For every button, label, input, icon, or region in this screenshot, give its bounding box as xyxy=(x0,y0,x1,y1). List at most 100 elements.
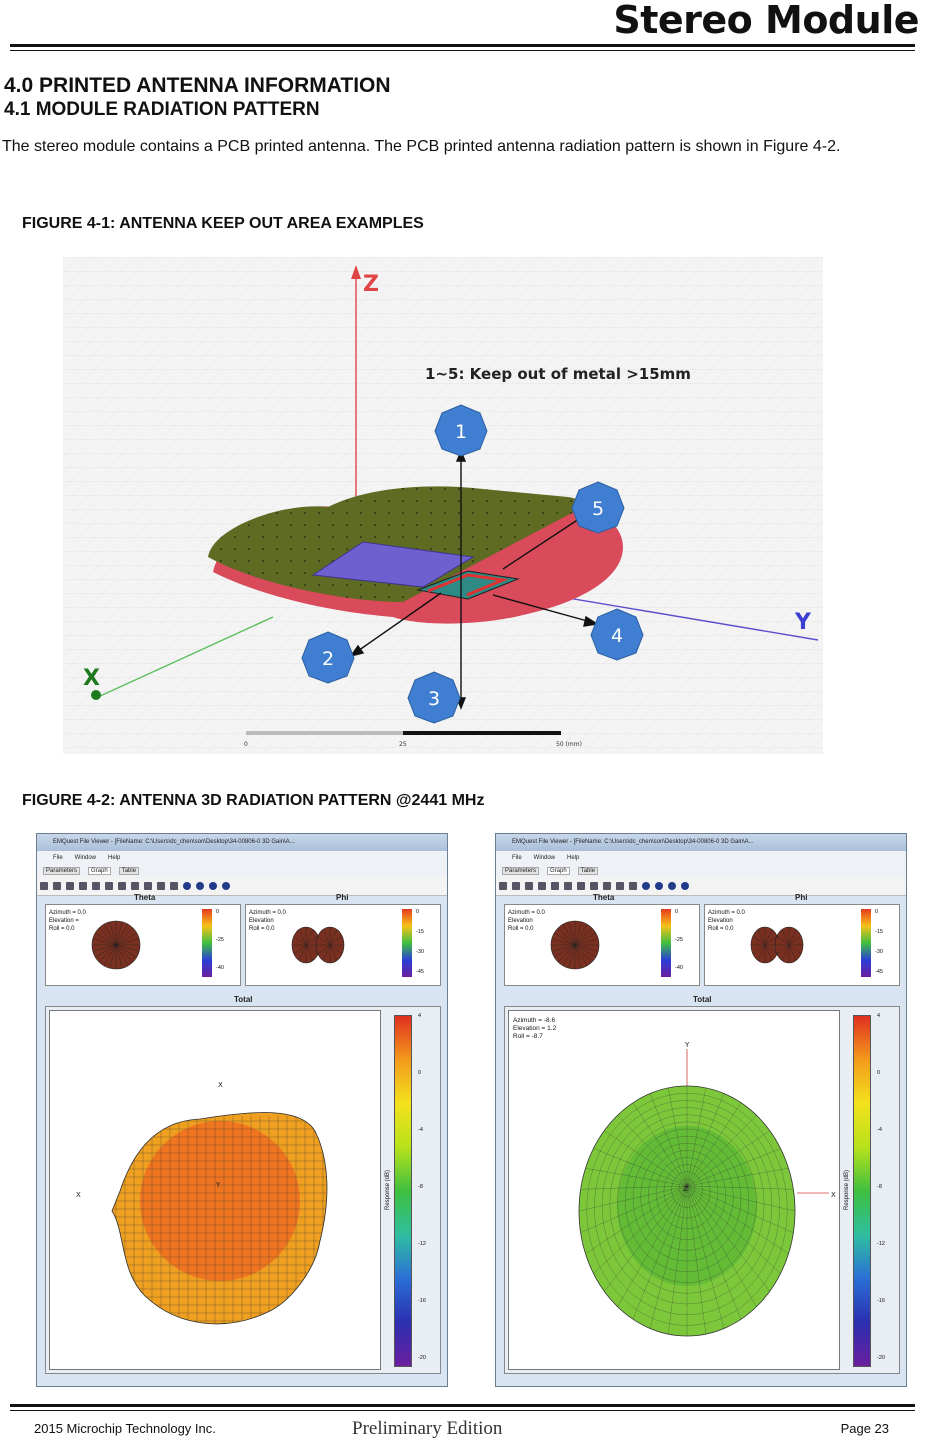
toolbar-tool-icon[interactable] xyxy=(681,882,689,890)
section-subheading: 4.1 MODULE RADIATION PATTERN xyxy=(4,99,320,120)
theta-scale-label: 0 xyxy=(675,909,679,915)
menu-item-window[interactable]: Window xyxy=(74,855,97,861)
toolbar-tool-icon[interactable] xyxy=(655,882,663,890)
phi-readout: Azimuth = 0.0 Elevation Roll = 0.0 xyxy=(708,910,745,932)
total-scale-label: -4 xyxy=(418,1127,423,1133)
marker-2-badge xyxy=(301,631,355,684)
toolbar-tool-icon[interactable] xyxy=(53,882,61,890)
toolbar-tool-icon[interactable] xyxy=(92,882,100,890)
pattern-axis-label: X xyxy=(76,1191,81,1199)
keepout-arrow-5 xyxy=(502,514,586,570)
tab-parameters[interactable]: Parameters xyxy=(43,867,81,875)
menu-item-window[interactable]: Window xyxy=(533,855,556,861)
toolbar-tool-icon[interactable] xyxy=(499,882,507,890)
keepout-arrow-2 xyxy=(354,592,442,654)
pattern-axis-label: X xyxy=(218,1081,223,1089)
total-scale-label: -8 xyxy=(418,1184,423,1190)
toolbar-tool-icon[interactable] xyxy=(603,882,611,890)
tab-parameters[interactable]: Parameters xyxy=(502,867,540,875)
antenna-trace xyxy=(427,573,509,597)
header-rule-thin xyxy=(10,50,915,51)
total-label: Total xyxy=(234,995,253,1004)
toolbar-tool-icon[interactable] xyxy=(105,882,113,890)
toolbar-tool-icon[interactable] xyxy=(183,882,191,890)
theta-panel: Theta Azimuth = 0.0 Elevation = Roll = 0.… xyxy=(45,893,241,986)
toolbar-tool-icon[interactable] xyxy=(196,882,204,890)
figure2-caption: FIGURE 4-2: ANTENNA 3D RADIATION PATTERN… xyxy=(22,792,485,809)
marker-3-label: 3 xyxy=(428,688,440,710)
total-scale-label: 0 xyxy=(877,1070,881,1076)
toolbar-tool-icon[interactable] xyxy=(551,882,559,890)
theta-scale-label: -25 xyxy=(216,937,224,943)
toolbar-tool-icon[interactable] xyxy=(564,882,572,890)
total-plot-area: Azimuth = -8.6 Elevation = 1.2 Roll = -8… xyxy=(508,1010,840,1370)
toolbar-tool-icon[interactable] xyxy=(629,882,637,890)
toolbar-tool-icon[interactable] xyxy=(642,882,650,890)
phi-scale-label: 0 xyxy=(875,909,879,915)
toolbar-tool-icon[interactable] xyxy=(209,882,217,890)
tab-graph[interactable]: Graph xyxy=(547,867,570,875)
phi-scale-label: -15 xyxy=(875,929,883,935)
marker-1-label: 1 xyxy=(455,421,467,443)
window-menu-bar: File Window Help xyxy=(496,851,906,865)
total-scale-label: -4 xyxy=(877,1127,882,1133)
phi-label: Phi xyxy=(336,893,349,902)
toolbar-tool-icon[interactable] xyxy=(131,882,139,890)
menu-item-help[interactable]: Help xyxy=(108,855,121,861)
toolbar-tool-icon[interactable] xyxy=(538,882,546,890)
toolbar-tool-icon[interactable] xyxy=(144,882,152,890)
viewer-window-right[interactable]: EMQuest File Viewer - [FileName: C:\User… xyxy=(495,833,907,1387)
toolbar-tool-icon[interactable] xyxy=(668,882,676,890)
toolbar-tool-icon[interactable] xyxy=(512,882,520,890)
colorbar-title: Response (dB) xyxy=(385,1169,392,1211)
total-colorbar xyxy=(394,1015,412,1367)
keepout-arrow-4 xyxy=(492,594,592,623)
total-scale-label: -16 xyxy=(418,1298,426,1304)
marker-4-badge xyxy=(590,608,644,661)
menu-item-help[interactable]: Help xyxy=(567,855,580,861)
footer-rule-thin xyxy=(10,1410,915,1411)
toolbar-tool-icon[interactable] xyxy=(79,882,87,890)
toolbar-tool-icon[interactable] xyxy=(577,882,585,890)
tab-graph[interactable]: Graph xyxy=(88,867,111,875)
toolbar-tool-icon[interactable] xyxy=(590,882,598,890)
window-title-bar[interactable]: EMQuest File Viewer - [FileName: C:\User… xyxy=(37,834,447,851)
total-scale-label: -20 xyxy=(877,1355,885,1361)
marker-3-badge xyxy=(407,671,461,724)
toolbar-tool-icon[interactable] xyxy=(170,882,178,890)
toolbar-tool-icon[interactable] xyxy=(66,882,74,890)
toolbar-tool-icon[interactable] xyxy=(222,882,230,890)
menu-item-file[interactable]: File xyxy=(53,855,63,861)
phi-panel: Phi Azimuth = 0.0 Elevation Roll = 0.0 0 -1… xyxy=(704,893,900,986)
pattern-axis-label: X xyxy=(831,1191,836,1199)
tab-table[interactable]: Table xyxy=(118,867,140,875)
total-scale-label: -20 xyxy=(418,1355,426,1361)
x-axis-end xyxy=(91,690,101,700)
x-axis-line xyxy=(97,616,274,698)
window-title-bar[interactable]: EMQuest File Viewer - [FileName: C:\User… xyxy=(496,834,906,851)
toolbar-tool-icon[interactable] xyxy=(616,882,624,890)
pattern-axis-label: Y xyxy=(215,1181,221,1189)
window-toolbar xyxy=(37,877,447,896)
toolbar-tool-icon[interactable] xyxy=(118,882,126,890)
menu-item-file[interactable]: File xyxy=(512,855,522,861)
theta-pattern xyxy=(550,920,600,970)
scale-label-50: 50 (mm) xyxy=(556,741,582,748)
phi-colorbar xyxy=(861,909,871,977)
axis-label-x: X xyxy=(83,666,100,691)
phi-scale-label: 0 xyxy=(416,909,420,915)
theta-label: Theta xyxy=(593,893,615,902)
window-menu-bar: File Window Help xyxy=(37,851,447,865)
toolbar-tool-icon[interactable] xyxy=(157,882,165,890)
viewer-window-left[interactable]: EMQuest File Viewer - [FileName: C:\User… xyxy=(36,833,448,1387)
marker-1-badge xyxy=(434,404,488,457)
toolbar-tool-icon[interactable] xyxy=(525,882,533,890)
tab-table[interactable]: Table xyxy=(577,867,599,875)
phi-colorbar xyxy=(402,909,412,977)
theta-scale-label: -40 xyxy=(675,965,683,971)
footer-rule-thick xyxy=(10,1404,915,1407)
toolbar-tool-icon[interactable] xyxy=(40,882,48,890)
keepout-note: 1~5: Keep out of metal >15mm xyxy=(425,365,691,383)
footer-page-number: Page 23 xyxy=(840,1421,889,1436)
theta-pattern xyxy=(91,920,141,970)
